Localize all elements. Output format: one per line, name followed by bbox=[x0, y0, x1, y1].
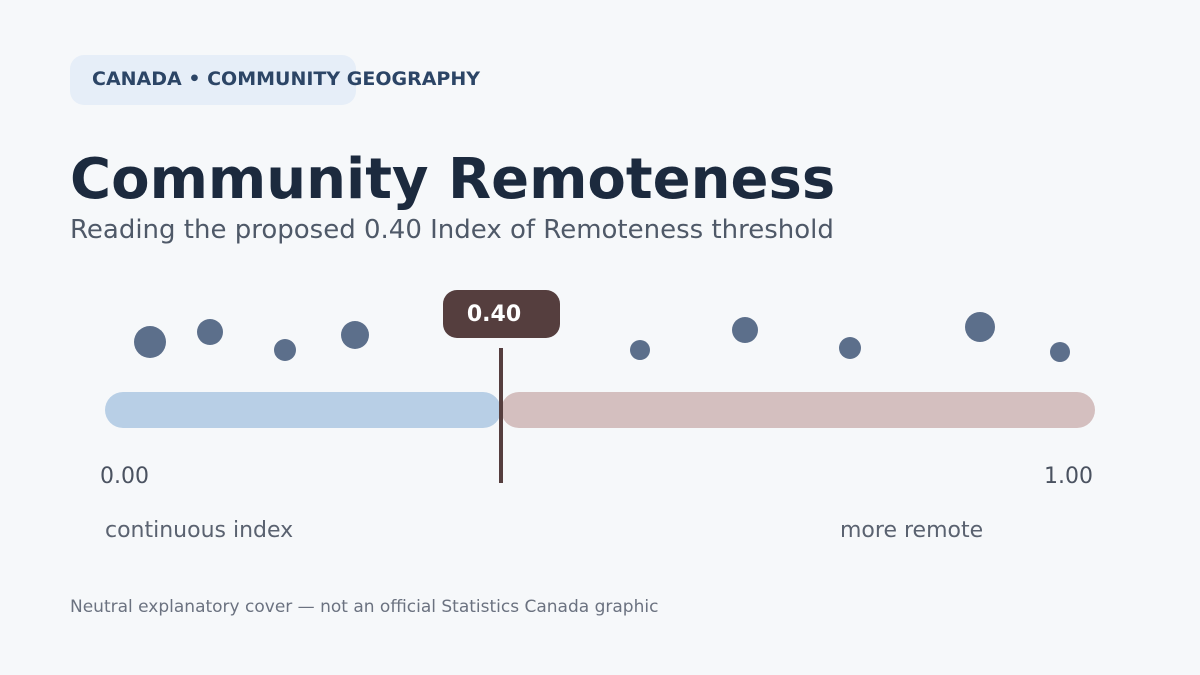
subtitle: Reading the proposed 0.40 Index of Remot… bbox=[70, 215, 834, 245]
right-caption: more remote bbox=[840, 518, 983, 543]
dot bbox=[630, 340, 650, 360]
dot bbox=[134, 326, 166, 358]
left-caption: continuous index bbox=[105, 518, 293, 543]
dot bbox=[732, 317, 758, 343]
title: Community Remoteness bbox=[70, 147, 835, 212]
footer: Neutral explanatory cover — not an offic… bbox=[70, 597, 658, 617]
dot bbox=[965, 312, 995, 342]
max-label: 1.00 bbox=[1044, 464, 1093, 489]
threshold-label: 0.40 bbox=[467, 302, 521, 327]
track-right bbox=[501, 392, 1095, 428]
dot bbox=[1050, 342, 1070, 362]
dot bbox=[274, 339, 296, 361]
scale: 0.40 0.00 1.00 bbox=[100, 290, 1095, 489]
dot bbox=[197, 319, 223, 345]
community-dots bbox=[134, 312, 1070, 362]
badge-background bbox=[70, 55, 356, 105]
dot bbox=[839, 337, 861, 359]
track-left bbox=[105, 392, 501, 428]
min-label: 0.00 bbox=[100, 464, 149, 489]
badge: CANADA • COMMUNITY GEOGRAPHY bbox=[92, 68, 480, 90]
dot bbox=[341, 321, 369, 349]
threshold-label-box bbox=[443, 290, 560, 338]
